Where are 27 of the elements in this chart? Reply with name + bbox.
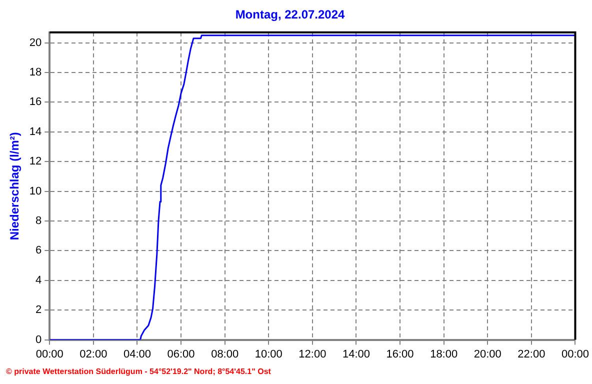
x-tick-label: 14:00: [342, 348, 370, 360]
x-tick-label: 12:00: [298, 348, 326, 360]
x-tick-label: 04:00: [123, 348, 151, 360]
y-tick-label: 0: [36, 334, 42, 346]
y-tick-label: 20: [29, 36, 42, 49]
x-tick-label: 18:00: [430, 348, 458, 360]
x-tick-label: 20:00: [474, 348, 502, 360]
y-tick-label: 8: [36, 215, 42, 228]
y-tick-label: 2: [36, 304, 42, 316]
x-tick-label: 08:00: [211, 348, 239, 360]
x-tick-label: 22:00: [518, 348, 546, 360]
y-axis-title: Niederschlag (l/m²): [8, 132, 22, 240]
y-tick-label: 6: [36, 244, 42, 257]
x-tick-label: 00:00: [561, 348, 589, 360]
y-tick-label: 4: [36, 274, 42, 286]
y-tick-label: 16: [29, 96, 42, 108]
x-tick-label: 00:00: [36, 348, 64, 360]
x-tick-label: 10:00: [254, 348, 282, 360]
text: © private Wetterstation Süderlügum - 54°52'19.2" Nord; 8°54'45.1" Ost: [6, 367, 271, 376]
x-tick-label: 16:00: [386, 348, 414, 360]
y-tick-label: 14: [29, 126, 42, 138]
y-tick-label: 18: [29, 66, 42, 79]
x-tick-label: 06:00: [167, 348, 195, 360]
y-tick-label: 12: [29, 156, 42, 168]
x-tick-label: 02:00: [80, 348, 108, 360]
y-tick-label: 10: [29, 185, 42, 198]
chart-title: Montag, 22.07.2024: [235, 8, 346, 22]
